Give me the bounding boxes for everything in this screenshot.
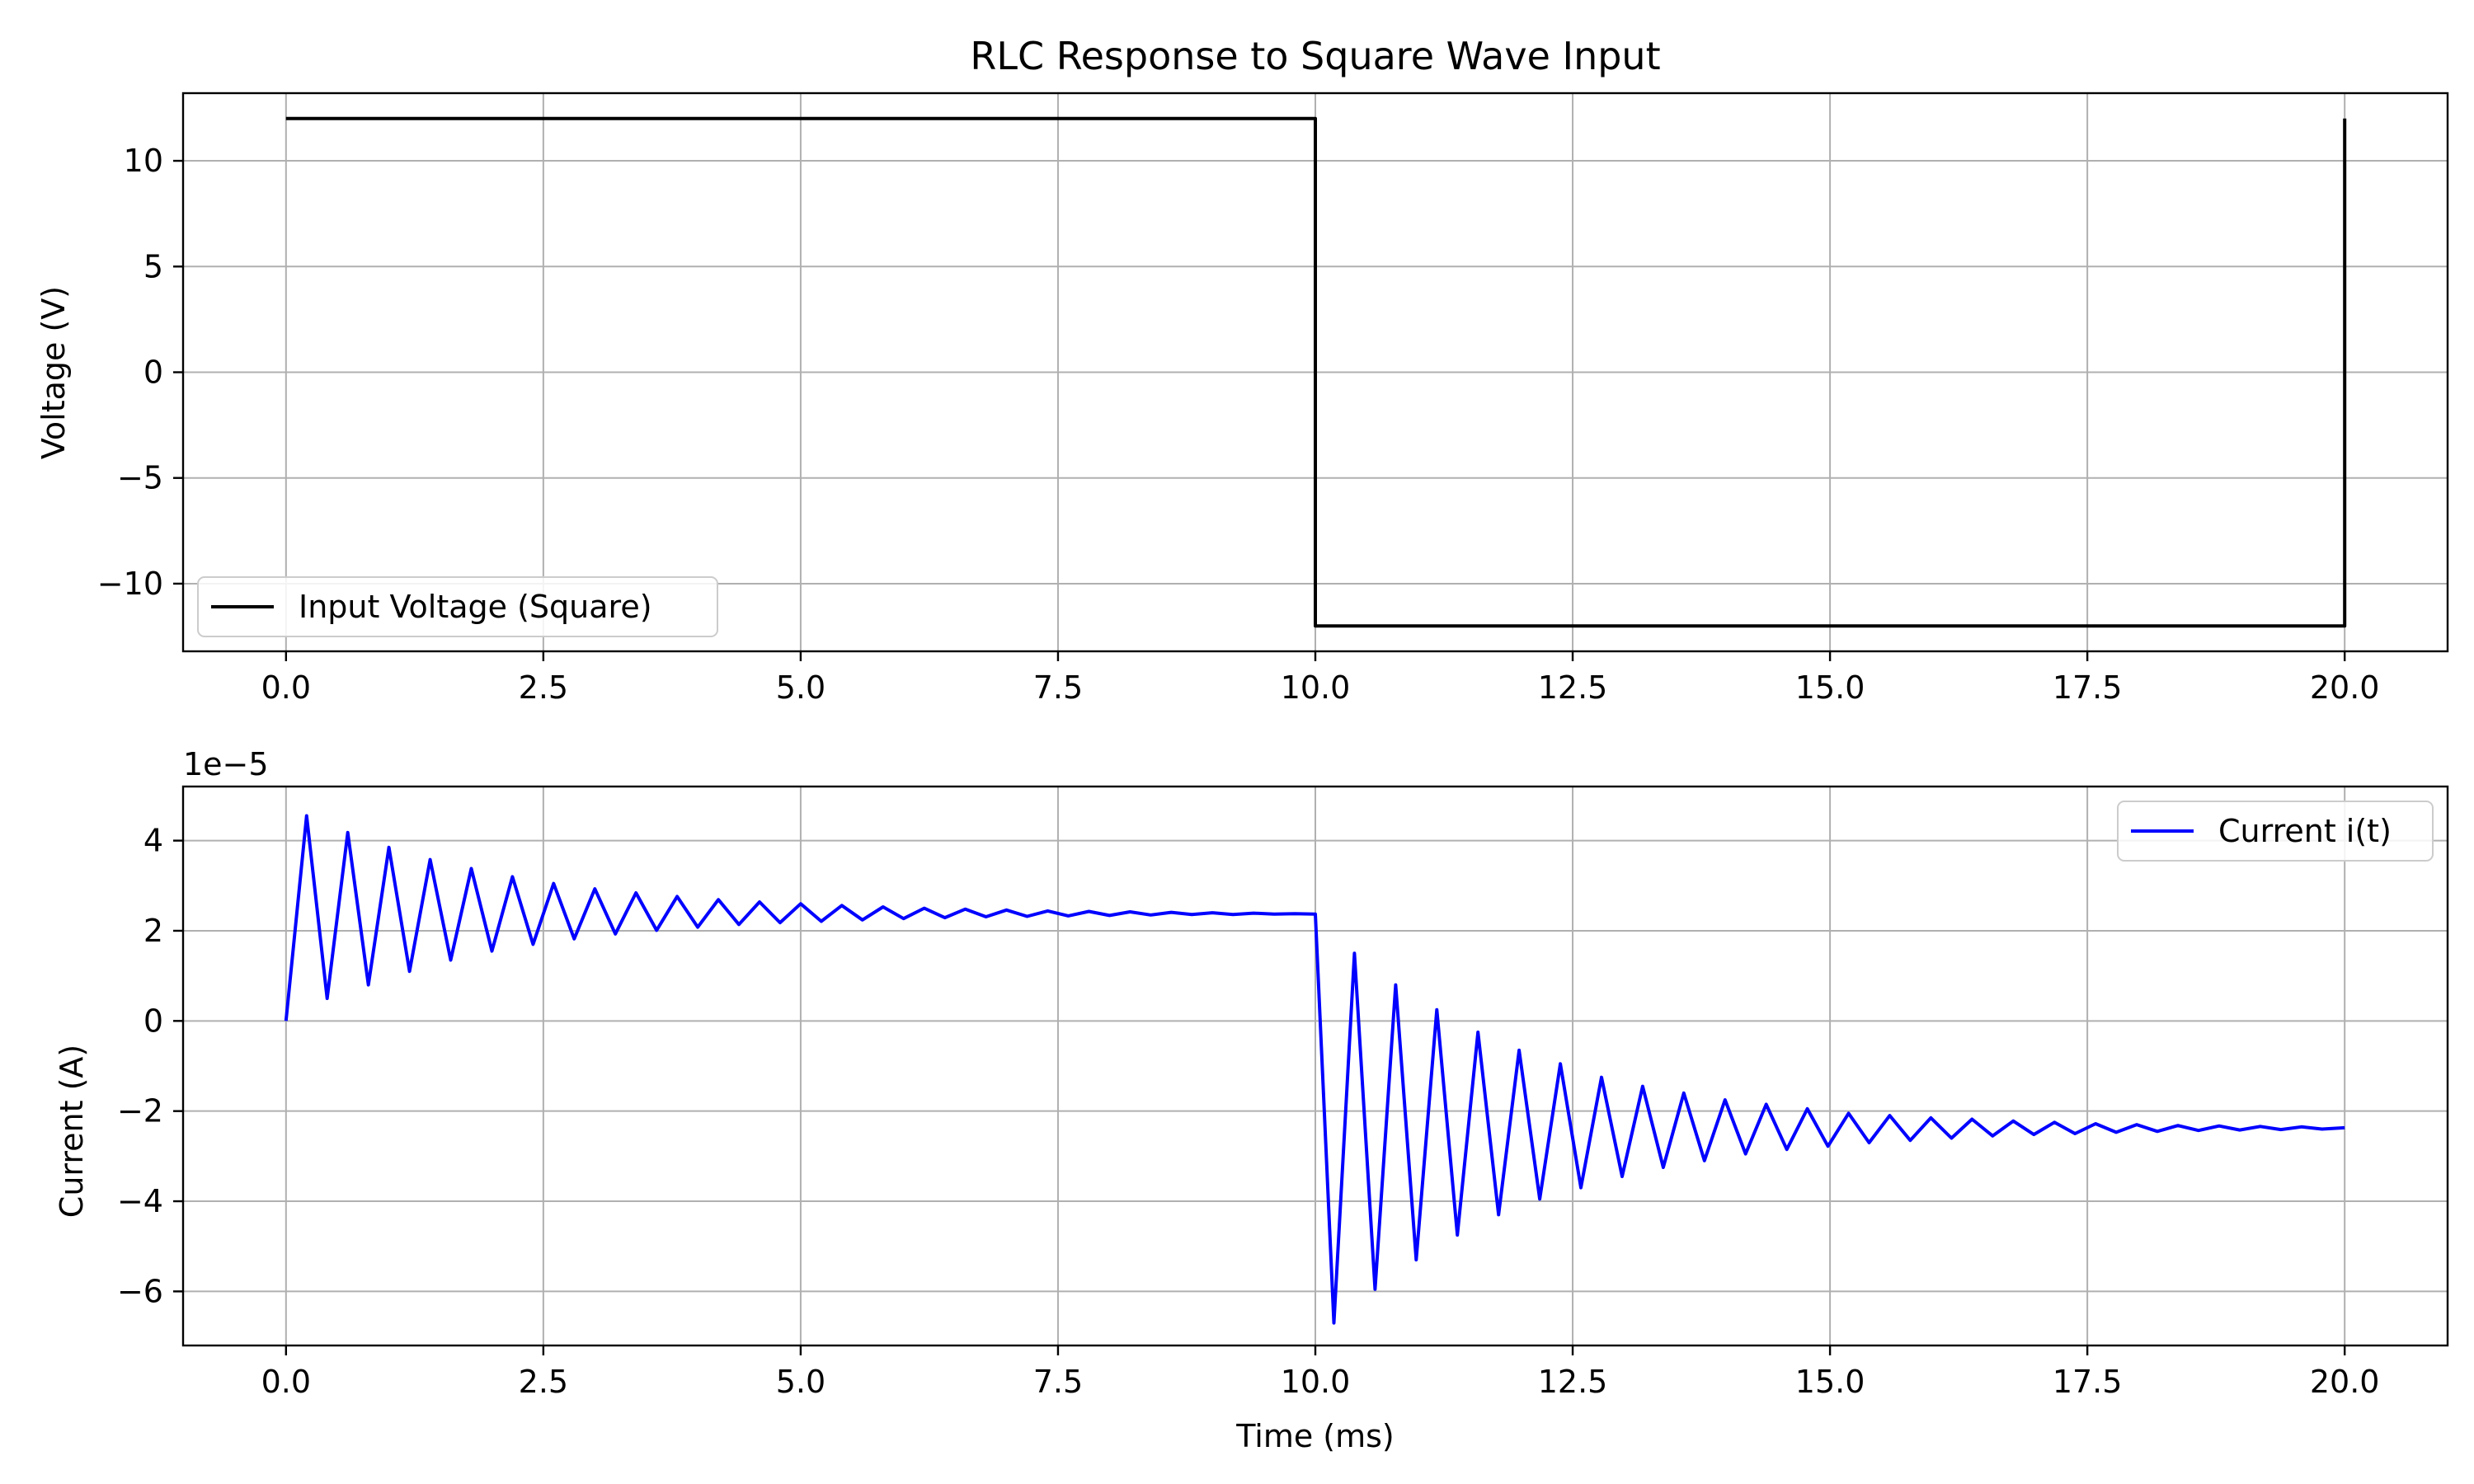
current-x-tick-label: 2.5 <box>519 1364 568 1400</box>
current-y-tick-label: 2 <box>143 913 163 949</box>
voltage-y-tick-label: 5 <box>143 248 163 284</box>
chart-title: RLC Response to Square Wave Input <box>970 34 1660 78</box>
voltage-x-tick-label: 12.5 <box>1538 669 1608 706</box>
voltage-x-tick-label: 10.0 <box>1281 669 1351 706</box>
voltage-x-tick-label: 0.0 <box>261 669 311 706</box>
current-x-tick-label: 15.0 <box>1795 1364 1865 1400</box>
voltage-y-axis-label: Voltage (V) <box>35 286 72 459</box>
voltage-x-tick-label: 2.5 <box>519 669 568 706</box>
current-panel: 0.0 2.5 5.0 7.5 10.0 12.5 15.0 17.5 20.0 −6 −4 −2 0 2… <box>117 785 2449 1400</box>
current-x-tick-label: 12.5 <box>1538 1364 1608 1400</box>
current-x-tick-label: 20.0 <box>2310 1364 2380 1400</box>
current-series-line <box>284 814 2345 1325</box>
voltage-x-tick-label: 17.5 <box>2053 669 2123 706</box>
current-x-tick-label: 0.0 <box>261 1364 311 1400</box>
voltage-y-tick-label: −10 <box>97 566 163 602</box>
voltage-y-tick-label: −5 <box>117 460 163 496</box>
current-x-tick-label: 10.0 <box>1281 1364 1351 1400</box>
current-offset-text: 1e−5 <box>183 746 269 782</box>
current-y-tick-label: −6 <box>117 1273 163 1309</box>
voltage-y-tick-label: 10 <box>124 143 163 179</box>
voltage-panel: 0.0 2.5 5.0 7.5 10.0 12.5 15.0 17.5 20.0 −10 −5 0 5 1… <box>97 92 2449 706</box>
current-y-tick-label: −4 <box>117 1183 163 1219</box>
current-legend: Current i(t) <box>2117 801 2434 862</box>
current-legend-box <box>2117 801 2434 862</box>
voltage-x-tick-label: 5.0 <box>776 669 825 706</box>
current-x-axis-label: Time (ms) <box>1235 1418 1395 1454</box>
voltage-legend-box <box>197 576 718 637</box>
current-x-tick-label: 17.5 <box>2053 1364 2123 1400</box>
current-x-tick-label: 5.0 <box>776 1364 825 1400</box>
voltage-x-tick-label: 20.0 <box>2310 669 2380 706</box>
voltage-legend-label: Input Voltage (Square) <box>299 589 652 625</box>
voltage-series-line <box>285 116 2347 628</box>
current-y-axis-label: Current (A) <box>54 1045 90 1218</box>
current-y-tick-label: 4 <box>143 823 163 859</box>
current-legend-label: Current i(t) <box>2218 813 2392 849</box>
current-x-tick-label: 7.5 <box>1033 1364 1083 1400</box>
voltage-x-tick-label: 15.0 <box>1795 669 1865 706</box>
voltage-legend: Input Voltage (Square) <box>197 576 718 637</box>
voltage-y-tick-label: 0 <box>143 355 163 391</box>
current-y-tick-label: 0 <box>143 1003 163 1039</box>
voltage-x-tick-label: 7.5 <box>1033 669 1083 706</box>
current-y-tick-label: −2 <box>117 1093 163 1129</box>
